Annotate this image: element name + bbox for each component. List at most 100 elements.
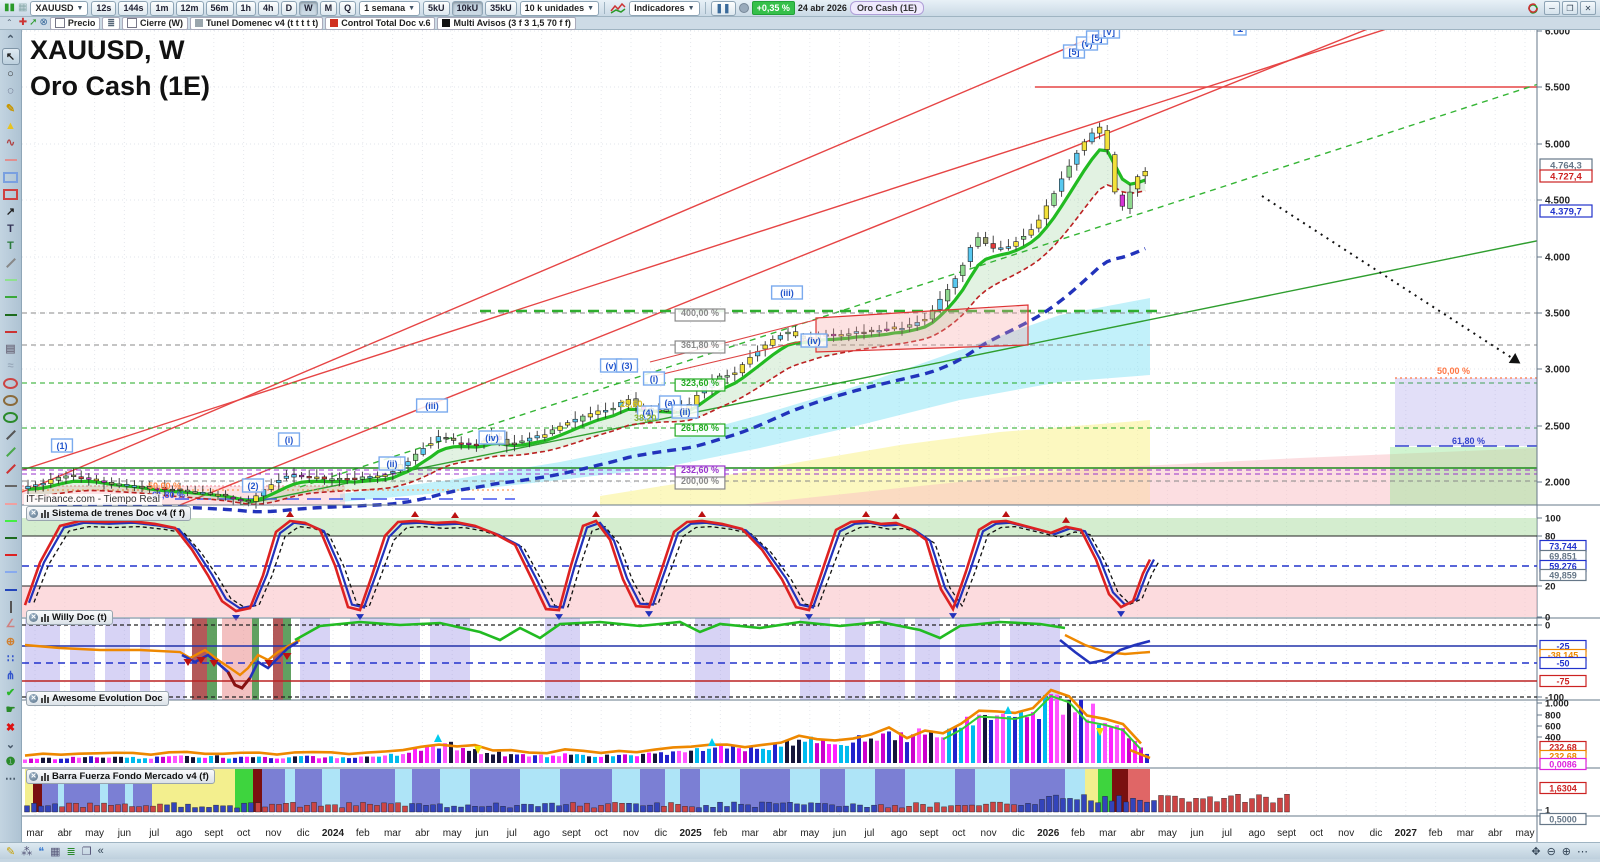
- overlay-legend-1[interactable]: Control Total Doc v.6: [325, 16, 436, 30]
- candlestick-chart-icon[interactable]: ▮▮: [4, 2, 16, 13]
- callout-tool-icon[interactable]: T: [7, 239, 14, 252]
- zoom-tool-icon[interactable]: ○: [7, 67, 14, 80]
- axis-options-icon[interactable]: ⋯: [1577, 845, 1588, 858]
- close-legend[interactable]: Cierre (W): [121, 16, 188, 30]
- expand-chevron-icon[interactable]: ⌄: [5, 738, 16, 751]
- collapse-icon[interactable]: ⌃: [6, 18, 13, 27]
- hline2-red-tool-icon[interactable]: [2, 547, 20, 564]
- check-tool-icon[interactable]: ✔: [5, 687, 16, 700]
- unit-button-10kU[interactable]: 10kU: [451, 0, 484, 16]
- hline2-darkgreen-tool-icon[interactable]: [2, 529, 20, 546]
- zoom-in-icon[interactable]: ⊕: [1561, 845, 1571, 858]
- share-icon[interactable]: ⁂: [21, 845, 33, 858]
- list-icon-button[interactable]: ≣: [102, 16, 120, 30]
- restore-button[interactable]: ❐: [1562, 1, 1578, 15]
- ruler-tool-icon[interactable]: ▤: [5, 343, 16, 356]
- timeframe-button-W[interactable]: W: [299, 0, 318, 16]
- sync-icon[interactable]: [1526, 2, 1541, 15]
- instrument-pill[interactable]: Oro Cash (1E): [849, 1, 924, 15]
- minimize-button[interactable]: ─: [1544, 1, 1560, 15]
- ellipse-green-tool-icon[interactable]: [2, 409, 20, 426]
- period-select[interactable]: 1 semana ▼: [359, 0, 421, 16]
- notes-badge-icon[interactable]: ❶: [5, 755, 16, 768]
- units-select[interactable]: 10 k unidades ▼: [519, 0, 600, 16]
- chat-icon[interactable]: ❝: [38, 845, 45, 858]
- zoom-out-icon[interactable]: ⊖: [1546, 845, 1556, 858]
- timeframe-button-56m[interactable]: 56m: [205, 0, 234, 16]
- collapse-chevron-icon[interactable]: ⌃: [5, 34, 16, 47]
- collapse-left-icon[interactable]: «: [97, 845, 104, 857]
- alarm-edit-tool-icon[interactable]: ✎: [5, 102, 16, 115]
- remove-blue-icon[interactable]: ⊗: [39, 17, 48, 28]
- symbol-select[interactable]: XAUUSD ▼: [30, 0, 89, 16]
- checkbox[interactable]: [54, 18, 65, 28]
- indicators-select[interactable]: Indicadores ▼: [629, 0, 700, 16]
- close-icon[interactable]: ✕: [29, 694, 38, 703]
- zoom-area-tool-icon[interactable]: ◌: [7, 85, 14, 98]
- add-red-icon[interactable]: ✚: [18, 17, 28, 28]
- vline-tool-icon[interactable]: [2, 598, 20, 615]
- pointer-tool-icon[interactable]: ↖: [1, 48, 20, 66]
- checkbox[interactable]: [126, 18, 137, 28]
- panel-tab-3[interactable]: ✕ Barra Fuerza Fondo Mercado v4 (f): [26, 769, 215, 784]
- pointer-line-tool-icon[interactable]: ∿: [5, 137, 16, 150]
- hline2-brightgreen-tool-icon[interactable]: [2, 512, 20, 529]
- timeframe-button-12m[interactable]: 12m: [175, 0, 204, 16]
- overlay-legend-0[interactable]: Tunel Domenec v4 (t t t t t): [189, 16, 324, 30]
- layout-grid-icon[interactable]: ▦: [18, 2, 28, 13]
- close-icon[interactable]: ✕: [29, 613, 38, 622]
- hline2-blue-tool-icon[interactable]: [2, 581, 20, 598]
- unit-button-35kU[interactable]: 35kU: [485, 0, 517, 16]
- segment-dots-tool-icon[interactable]: [2, 254, 20, 271]
- pause-button[interactable]: ❚❚: [710, 0, 736, 16]
- hline-darkgreen-tool-icon[interactable]: [2, 306, 20, 323]
- hline-green-tool-icon[interactable]: [2, 289, 20, 306]
- close-button[interactable]: ✕: [1580, 1, 1596, 15]
- timeframe-button-12s[interactable]: 12s: [91, 0, 117, 16]
- rect-blue-tool-icon[interactable]: [2, 169, 20, 186]
- ellipse-red-tool-icon[interactable]: [2, 375, 20, 392]
- diag-green-tool-icon[interactable]: [2, 444, 20, 461]
- alarm-tool-icon[interactable]: ▲: [5, 119, 16, 132]
- diag-gray-tool-icon[interactable]: [2, 426, 20, 443]
- close-icon[interactable]: ✕: [29, 509, 38, 518]
- pitchfork-tool-icon[interactable]: ⋔: [5, 670, 16, 683]
- panel-tab-2[interactable]: ✕ Awesome Evolution Doc: [26, 691, 169, 706]
- hline-lightgreen-tool-icon[interactable]: [2, 272, 20, 289]
- text-tool-icon[interactable]: T: [7, 222, 14, 235]
- hline2-pink-tool-icon[interactable]: [2, 495, 20, 512]
- unit-button-5kU[interactable]: 5kU: [423, 0, 450, 16]
- diag-red-tool-icon[interactable]: [2, 461, 20, 478]
- overlay-legend-2[interactable]: Multi Avisos (3 f 3 1,5 70 f f): [437, 16, 576, 30]
- window-icon[interactable]: ❐: [81, 845, 92, 858]
- hline2-lightblue-tool-icon[interactable]: [2, 564, 20, 581]
- timeframe-button-1h[interactable]: 1h: [235, 0, 257, 16]
- timeframe-button-144s[interactable]: 144s: [118, 0, 149, 16]
- hline-red-tool-icon[interactable]: [2, 323, 20, 340]
- target-circle-tool-icon[interactable]: ⊕: [5, 635, 16, 648]
- angle-tool-icon[interactable]: ∠: [5, 618, 16, 631]
- panel-tab-1[interactable]: ✕ Willy Doc (t): [26, 610, 113, 625]
- indicator-wave-icon[interactable]: ≈: [7, 360, 14, 373]
- segment-tool-icon[interactable]: [2, 151, 20, 168]
- indicator-list-icon[interactable]: ≣: [66, 845, 76, 858]
- timeframe-button-4h[interactable]: 4h: [258, 0, 279, 16]
- thumb-up-tool-icon[interactable]: ☛: [5, 704, 16, 717]
- timeframe-button-1m[interactable]: 1m: [150, 0, 174, 16]
- hline2-gray-tool-icon[interactable]: [2, 478, 20, 495]
- price-legend[interactable]: Precio: [49, 16, 101, 30]
- image-icon[interactable]: ▦: [50, 845, 61, 858]
- zoom-fit-icon[interactable]: ✥: [1531, 845, 1541, 858]
- close-icon[interactable]: ✕: [29, 772, 38, 781]
- rect-red-tool-icon[interactable]: [2, 186, 20, 203]
- ellipse-brown-tool-icon[interactable]: [2, 392, 20, 409]
- timeframe-button-M[interactable]: M: [319, 0, 338, 16]
- add-green-icon[interactable]: ➚: [29, 17, 38, 28]
- panel-tab-0[interactable]: ✕ Sistema de trenes Doc v4 (f f): [26, 506, 192, 521]
- delete-tool-icon[interactable]: ✖: [5, 721, 16, 734]
- arrow-tool-icon[interactable]: ↗: [5, 205, 16, 218]
- timeframe-button-Q[interactable]: Q: [339, 0, 357, 16]
- scatter-tool-icon[interactable]: ∷: [7, 652, 14, 665]
